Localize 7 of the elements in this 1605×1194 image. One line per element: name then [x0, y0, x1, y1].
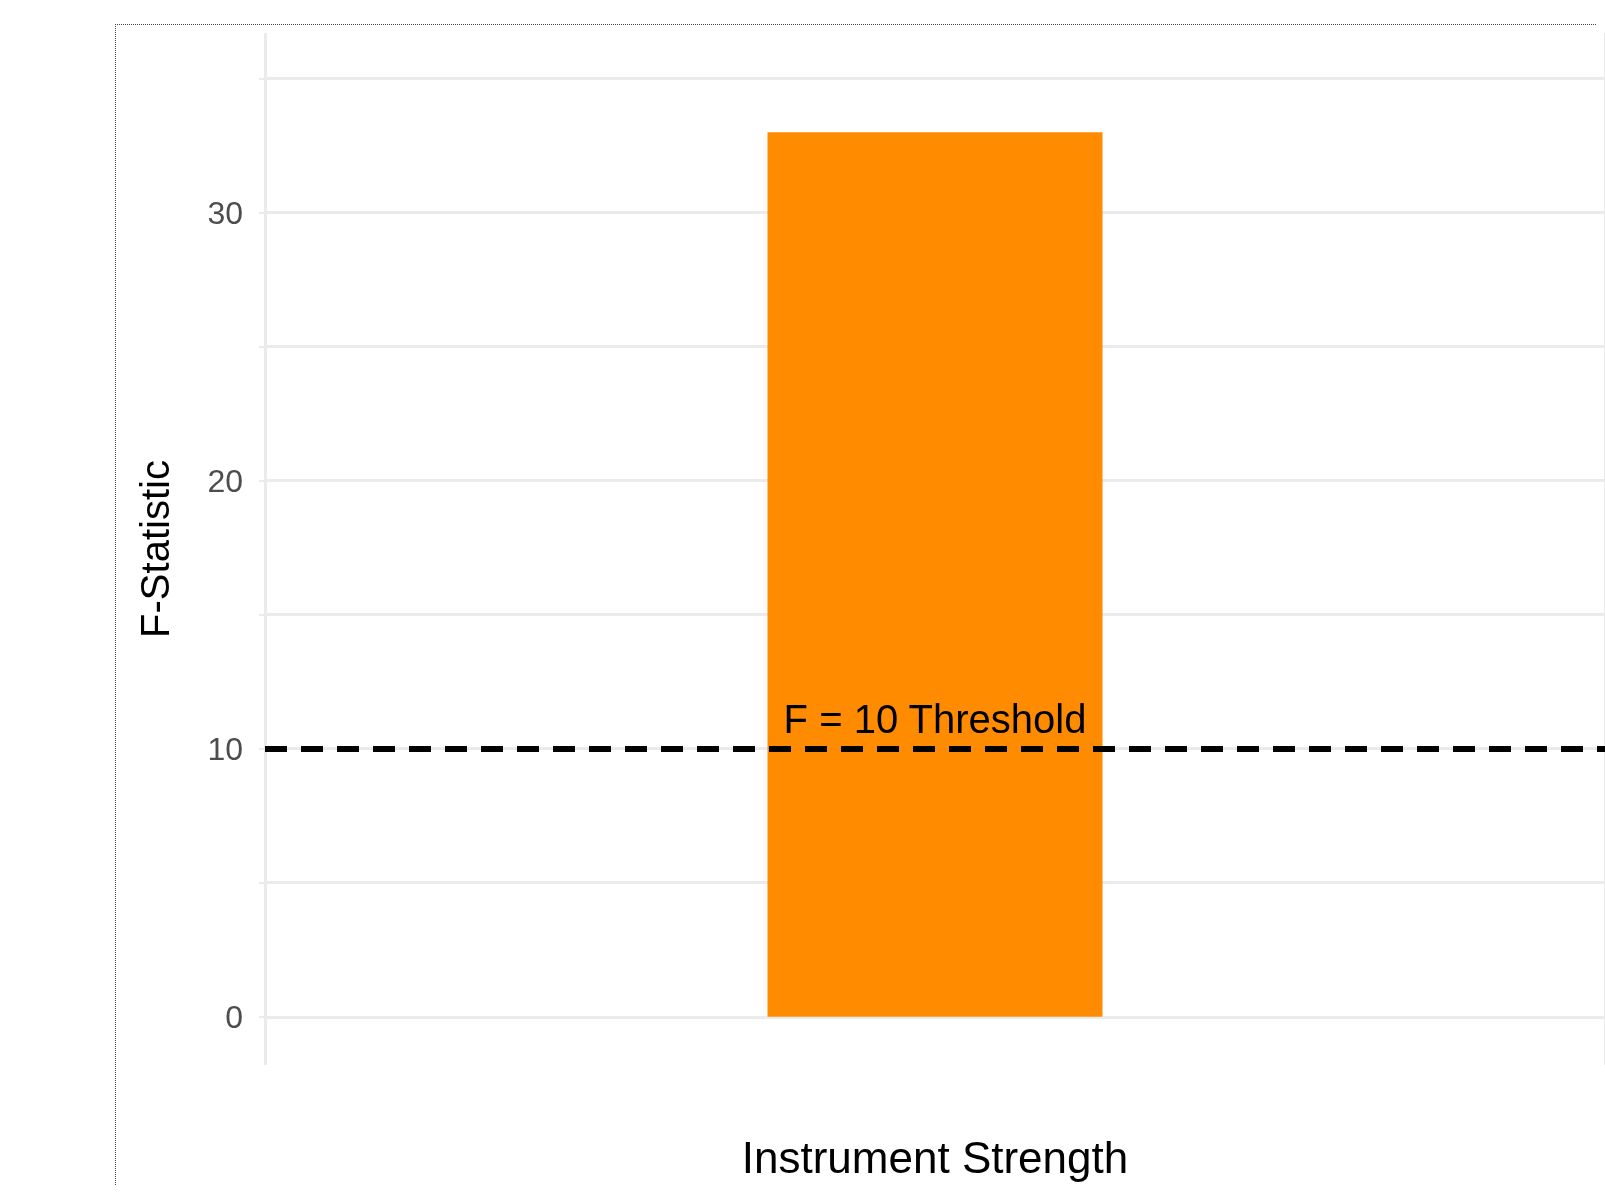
x-axis-title: Instrument Strength: [741, 1132, 1129, 1182]
y-tick-label: 30: [207, 194, 243, 231]
y-tick-label: 0: [225, 998, 243, 1035]
ref-line-label: F = 10 Threshold: [783, 696, 1087, 741]
y-axis-title: F-Statistic: [133, 460, 177, 638]
y-tick-label: 20: [207, 462, 243, 499]
y-tick-label: 10: [207, 730, 243, 767]
